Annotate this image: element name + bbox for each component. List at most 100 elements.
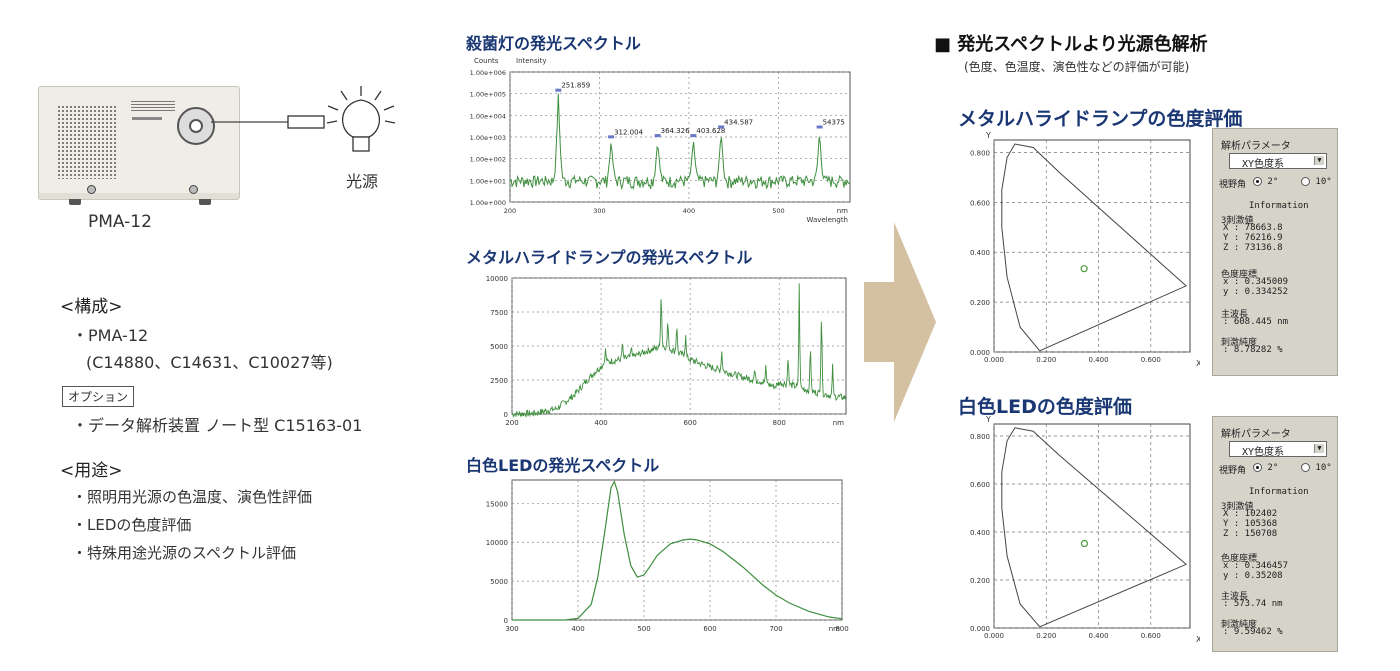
x-tick-label: 800 bbox=[835, 625, 848, 633]
angle-10-option[interactable]: 10° bbox=[1301, 463, 1332, 473]
radio-icon[interactable] bbox=[1253, 177, 1262, 186]
peak-marker bbox=[654, 134, 661, 138]
x-tick-label: 500 bbox=[772, 207, 784, 215]
chevron-down-icon[interactable]: ▼ bbox=[1314, 156, 1324, 165]
view-angle-label: 視野角 bbox=[1219, 466, 1247, 476]
y-axis-label: Intensity bbox=[516, 57, 546, 65]
y-tick-label: 5000 bbox=[490, 578, 508, 586]
tristimulus-y: Y : 76216.9 bbox=[1223, 233, 1283, 243]
analysis-title: ■ 発光スペクトルより光源色解析 bbox=[934, 34, 1208, 55]
peak-label: 312.004 bbox=[614, 128, 643, 136]
spectrum-line bbox=[511, 283, 847, 418]
excitation-purity-value: : 8.78282 % bbox=[1223, 345, 1283, 355]
y-tick-label: 0.400 bbox=[970, 249, 990, 257]
chromaticity-label: 色度座標 bbox=[1221, 270, 1258, 280]
param-title: 解析パラメータ bbox=[1221, 429, 1291, 440]
y-tick-label: 0.600 bbox=[970, 199, 990, 207]
spectral-locus bbox=[1001, 427, 1188, 628]
y-tick-label: 1.00e+001 bbox=[470, 177, 506, 185]
y-tick-label: 1.00e+002 bbox=[470, 156, 506, 164]
peak-label: 364.326 bbox=[661, 127, 690, 135]
white-led-chromaticity-heading: 白色LEDの色度評価 bbox=[958, 396, 1132, 418]
x-tick-label: 0.400 bbox=[1089, 632, 1109, 640]
y-tick-label: 0.800 bbox=[970, 433, 990, 441]
signal-input-label bbox=[132, 117, 162, 120]
chevron-down-icon[interactable]: ▼ bbox=[1314, 444, 1324, 453]
x-tick-label: 0.200 bbox=[1036, 356, 1056, 364]
y-tick-label: 1.00e+004 bbox=[470, 112, 506, 120]
tristimulus-x: X : 78663.8 bbox=[1223, 223, 1283, 233]
y-tick-label: 1.00e+003 bbox=[470, 134, 506, 142]
fiber-probe bbox=[287, 115, 325, 129]
tristimulus-z: Z : 73136.8 bbox=[1223, 243, 1283, 253]
x-tick-label: 600 bbox=[683, 419, 696, 427]
radio-icon[interactable] bbox=[1301, 463, 1310, 472]
y-tick-label: 7500 bbox=[490, 309, 508, 317]
spectrum-line bbox=[509, 93, 850, 191]
device-nameplate bbox=[131, 101, 175, 111]
dominant-wavelength-label: 主波長 bbox=[1221, 310, 1249, 320]
view-angle-label: 視野角 bbox=[1219, 180, 1247, 190]
x-axis-label: nm bbox=[829, 625, 840, 633]
x-tick-label: 400 bbox=[683, 207, 695, 215]
peak-marker bbox=[555, 88, 562, 92]
tristimulus-z: Z : 150708 bbox=[1223, 529, 1278, 539]
color-system-select[interactable]: XY色度系 ▼ bbox=[1229, 441, 1327, 458]
y-tick-label: 0.800 bbox=[970, 149, 990, 157]
device-foot bbox=[69, 199, 81, 205]
y-tick-label: 15000 bbox=[486, 500, 508, 508]
device-model-label: PMA-12 bbox=[88, 212, 152, 232]
y-axis-label: Y bbox=[985, 132, 991, 140]
excitation-purity-label: 刺激純度 bbox=[1221, 338, 1258, 348]
x-tick-label: 200 bbox=[504, 207, 516, 215]
angle-2-option[interactable]: 2° bbox=[1253, 463, 1278, 473]
peak-marker bbox=[690, 134, 697, 138]
y-axis-label: Y bbox=[985, 416, 991, 424]
spectrum-line bbox=[512, 480, 843, 621]
x-tick-label: 400 bbox=[571, 625, 584, 633]
usage-item: ・LEDの色度評価 bbox=[72, 516, 192, 534]
chromaticity-point bbox=[1080, 265, 1088, 273]
analysis-parameter-panel: 解析パラメータ XY色度系 ▼ 視野角 2° 10° Information 3… bbox=[1212, 128, 1338, 376]
device-foot bbox=[199, 199, 211, 205]
x-tick-label: 0.400 bbox=[1089, 356, 1109, 364]
y-tick-label: 0.200 bbox=[970, 577, 990, 585]
y-tick-label: 5000 bbox=[490, 343, 508, 351]
metal-halide-chromaticity-heading: メタルハライドランプの色度評価 bbox=[958, 108, 1243, 130]
spectral-locus bbox=[1001, 143, 1188, 352]
param-title: 解析パラメータ bbox=[1221, 141, 1291, 152]
info-title: Information bbox=[1249, 487, 1309, 497]
y-tick-label: 0.200 bbox=[970, 299, 990, 307]
y-tick-label: 0 bbox=[504, 617, 508, 625]
x-axis-label: X bbox=[1196, 359, 1200, 368]
radio-icon[interactable] bbox=[1253, 463, 1262, 472]
chromaticity-y: y : 0.334252 bbox=[1223, 287, 1289, 297]
device-knob bbox=[189, 185, 198, 194]
device-knob bbox=[87, 185, 96, 194]
x-tick-label: 0.200 bbox=[1036, 632, 1056, 640]
chromaticity-y: y : 0.35208 bbox=[1223, 571, 1283, 581]
y-tick-label: 0.000 bbox=[970, 349, 990, 357]
angle-10-option[interactable]: 10° bbox=[1301, 177, 1332, 187]
color-system-value: XY色度系 bbox=[1242, 159, 1285, 170]
peak-marker bbox=[816, 125, 823, 129]
pma-12-device bbox=[38, 86, 240, 205]
usage-heading: <用途> bbox=[60, 461, 123, 481]
composition-item: ・PMA-12 bbox=[72, 326, 149, 345]
dominant-wavelength-label: 主波長 bbox=[1221, 592, 1249, 602]
y-tick-label: 0.400 bbox=[970, 529, 990, 537]
color-system-select[interactable]: XY色度系 ▼ bbox=[1229, 153, 1327, 170]
light-source-label: 光源 bbox=[346, 172, 379, 191]
vent-grille bbox=[57, 105, 117, 179]
x-tick-label: 0.000 bbox=[984, 632, 1004, 640]
usage-item: ・照明用光源の色温度、演色性評価 bbox=[72, 488, 313, 506]
radio-icon[interactable] bbox=[1301, 177, 1310, 186]
y-tick-label: 1.00e+005 bbox=[470, 91, 506, 99]
y-tick-label: 0 bbox=[504, 411, 508, 419]
angle-2-option[interactable]: 2° bbox=[1253, 177, 1278, 187]
metal-halide-spectrum-chart: 0 2500 5000 7500 10000 200 400 600 800 nm bbox=[486, 275, 847, 427]
x-axis-label: nm bbox=[837, 207, 848, 215]
x-axis-label: X bbox=[1196, 635, 1200, 644]
peak-label: 54375 bbox=[823, 118, 845, 126]
chart-title-white-led: 白色LEDの発光スペクトル bbox=[466, 456, 660, 475]
